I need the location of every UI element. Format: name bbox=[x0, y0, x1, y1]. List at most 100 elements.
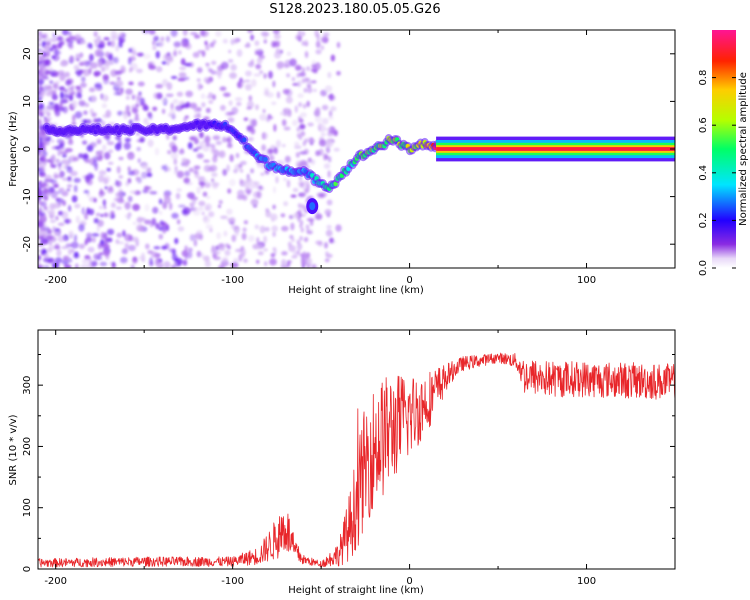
spectrogram-cell bbox=[38, 85, 43, 93]
spectrogram-cell bbox=[124, 137, 132, 142]
spectrogram-cell bbox=[273, 124, 277, 132]
spectrogram-cell bbox=[218, 150, 226, 159]
spectrogram-cell bbox=[263, 87, 270, 93]
spectrogram-cell bbox=[154, 147, 160, 156]
spectrogram-cell bbox=[173, 261, 178, 265]
spectrogram-cell bbox=[233, 168, 238, 174]
spectrogram-cell bbox=[73, 184, 78, 193]
spectrogram-cell bbox=[87, 42, 92, 49]
spectrogram-cell bbox=[171, 212, 179, 219]
spectrogram-cell bbox=[305, 224, 310, 230]
spectrogram-cell bbox=[94, 49, 101, 57]
spectrogram-cell bbox=[104, 63, 110, 71]
spectrogram-cell bbox=[246, 106, 252, 110]
spectrogram-cell bbox=[327, 71, 332, 79]
spectrogram-cell bbox=[107, 41, 112, 47]
spectrogram-cell bbox=[220, 104, 226, 111]
spectrogram-cell bbox=[272, 42, 280, 48]
spectrogram-cell bbox=[38, 102, 45, 110]
spectrogram-cell bbox=[81, 207, 85, 215]
spectrogram-cell bbox=[111, 261, 116, 266]
spectrogram-cell bbox=[296, 64, 301, 70]
spectrogram-cell bbox=[147, 113, 153, 120]
spectrogram-cell bbox=[38, 52, 42, 60]
spectrogram-cell bbox=[59, 150, 63, 155]
spectrogram-cell bbox=[324, 258, 330, 263]
spectrogram-cell bbox=[54, 80, 61, 84]
spectrogram-cell bbox=[265, 208, 270, 213]
spectrogram-cell bbox=[58, 187, 65, 192]
spectrogram-cell bbox=[104, 186, 108, 190]
spectrogram-cell bbox=[115, 45, 120, 52]
y-tick-label: 20 bbox=[22, 47, 33, 60]
spectrogram-cell bbox=[67, 205, 72, 212]
spectrogram-cell bbox=[66, 188, 71, 192]
spectrogram-cell bbox=[112, 33, 120, 38]
spectrogram-cell bbox=[321, 104, 329, 111]
spectrogram-cell bbox=[106, 167, 111, 172]
spectrogram-cell bbox=[204, 260, 212, 268]
spectrogram-cell bbox=[151, 217, 157, 226]
spectrogram-cell bbox=[53, 174, 60, 179]
colorbar-tick-label: 0.2 bbox=[698, 212, 709, 228]
spectrogram-cell bbox=[93, 155, 98, 163]
spectrogram-cell bbox=[306, 228, 310, 234]
spectrogram-cell bbox=[98, 205, 103, 210]
spectrogram-cell bbox=[161, 245, 168, 250]
spectrogram-cell bbox=[272, 204, 276, 210]
spectrogram-cell bbox=[124, 214, 131, 218]
spectrogram-cell bbox=[220, 61, 229, 70]
spectrogram-cell bbox=[43, 116, 47, 120]
spectrogram-cell bbox=[52, 83, 58, 89]
spectrogram-cell bbox=[62, 255, 70, 261]
spectrogram-cell bbox=[205, 107, 211, 114]
spectrogram-cell bbox=[279, 111, 285, 116]
spectrogram-cell bbox=[38, 124, 42, 129]
spectrogram-cell bbox=[329, 237, 334, 244]
spectrogram-cell bbox=[270, 253, 276, 258]
spectrogram-cell bbox=[206, 195, 211, 199]
spectrogram-cell bbox=[245, 70, 252, 77]
spectrogram-cell bbox=[88, 208, 95, 216]
spectrogram-cell bbox=[211, 178, 215, 183]
spectrogram-cell bbox=[256, 244, 263, 250]
spectrogram-cell bbox=[91, 233, 100, 237]
spectrogram-cell bbox=[103, 175, 111, 182]
spectrogram-cell bbox=[243, 258, 248, 263]
spectrogram-cell bbox=[88, 257, 92, 265]
spectrogram-cell bbox=[298, 135, 303, 140]
spectrogram-cell bbox=[192, 51, 200, 58]
spectrogram-cell bbox=[184, 170, 191, 177]
spectrogram-cell bbox=[107, 161, 114, 165]
spectrogram-cell bbox=[108, 149, 114, 154]
spectrogram-cell bbox=[93, 253, 100, 260]
spectrogram-cell bbox=[153, 35, 160, 42]
spectrogram-cell bbox=[242, 194, 248, 201]
spectrogram-cell bbox=[306, 265, 311, 268]
spectrogram-cell bbox=[248, 136, 254, 142]
spectrogram-cell bbox=[41, 53, 48, 58]
spectrogram-cell bbox=[156, 261, 163, 268]
spectrogram-cell bbox=[314, 115, 322, 123]
spectrogram-cell bbox=[222, 38, 228, 44]
spectrogram-cell bbox=[310, 68, 318, 73]
spectrogram-cell bbox=[222, 168, 228, 176]
spectrogram-cell bbox=[44, 133, 48, 140]
spectrogram-cell bbox=[259, 225, 266, 234]
spectrogram-cell bbox=[59, 99, 68, 104]
spectrogram-cell bbox=[147, 250, 154, 255]
spectrogram-cell bbox=[95, 87, 102, 91]
spectrogram-cell bbox=[248, 95, 253, 102]
spectrogram-cell bbox=[181, 103, 190, 109]
spectrogram-cell bbox=[181, 157, 187, 163]
spectrogram-cell bbox=[243, 180, 251, 189]
colorbar-tick-label: 0.6 bbox=[698, 117, 709, 133]
spectrogram-cell bbox=[84, 102, 90, 108]
colorbar: 0.0 0.2 0.4 0.6 0.8 Normalized spectral ampl… bbox=[698, 30, 749, 276]
spectrogram-cell bbox=[152, 40, 156, 46]
spectrogram-cell bbox=[54, 243, 60, 249]
spectrogram-cell bbox=[120, 256, 128, 264]
spectrogram-cell bbox=[201, 102, 206, 108]
spectrogram-cell bbox=[323, 163, 331, 169]
